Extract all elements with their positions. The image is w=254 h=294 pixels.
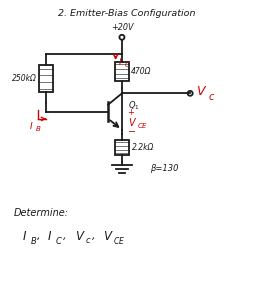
Text: 250kΩ: 250kΩ	[12, 74, 37, 83]
Text: +: +	[128, 108, 134, 117]
Text: $I$: $I$	[47, 230, 53, 243]
Text: $B$: $B$	[30, 235, 37, 246]
Text: $V$: $V$	[75, 230, 86, 243]
Text: $I$: $I$	[22, 230, 27, 243]
Text: +20V: +20V	[111, 23, 133, 32]
Text: $I$: $I$	[118, 56, 122, 67]
Text: $V$: $V$	[196, 85, 207, 98]
Text: β=130: β=130	[150, 164, 178, 173]
Text: $B$: $B$	[35, 124, 41, 133]
Bar	[39, 65, 53, 92]
Text: $C$: $C$	[55, 235, 63, 246]
Text: $c$: $c$	[85, 236, 91, 245]
Text: $c$: $c$	[208, 92, 216, 102]
Text: ,: ,	[63, 231, 67, 241]
Text: Determine:: Determine:	[13, 208, 68, 218]
Text: 2. Emitter-Bias Configuration: 2. Emitter-Bias Configuration	[58, 9, 196, 18]
Bar	[115, 62, 129, 81]
Text: $CE$: $CE$	[137, 121, 148, 130]
Text: $V$: $V$	[103, 230, 114, 243]
Text: ,: ,	[37, 231, 41, 241]
Text: $Q_1$: $Q_1$	[128, 99, 139, 112]
Text: $V$: $V$	[128, 116, 137, 128]
Text: $CE$: $CE$	[113, 235, 125, 246]
Text: $C$: $C$	[124, 60, 131, 69]
Text: 2.2kΩ: 2.2kΩ	[132, 143, 154, 152]
Text: ,: ,	[92, 231, 95, 241]
Text: $I$: $I$	[29, 120, 33, 131]
Text: 470Ω: 470Ω	[131, 67, 151, 76]
Text: −: −	[128, 127, 136, 137]
Bar	[115, 140, 129, 155]
